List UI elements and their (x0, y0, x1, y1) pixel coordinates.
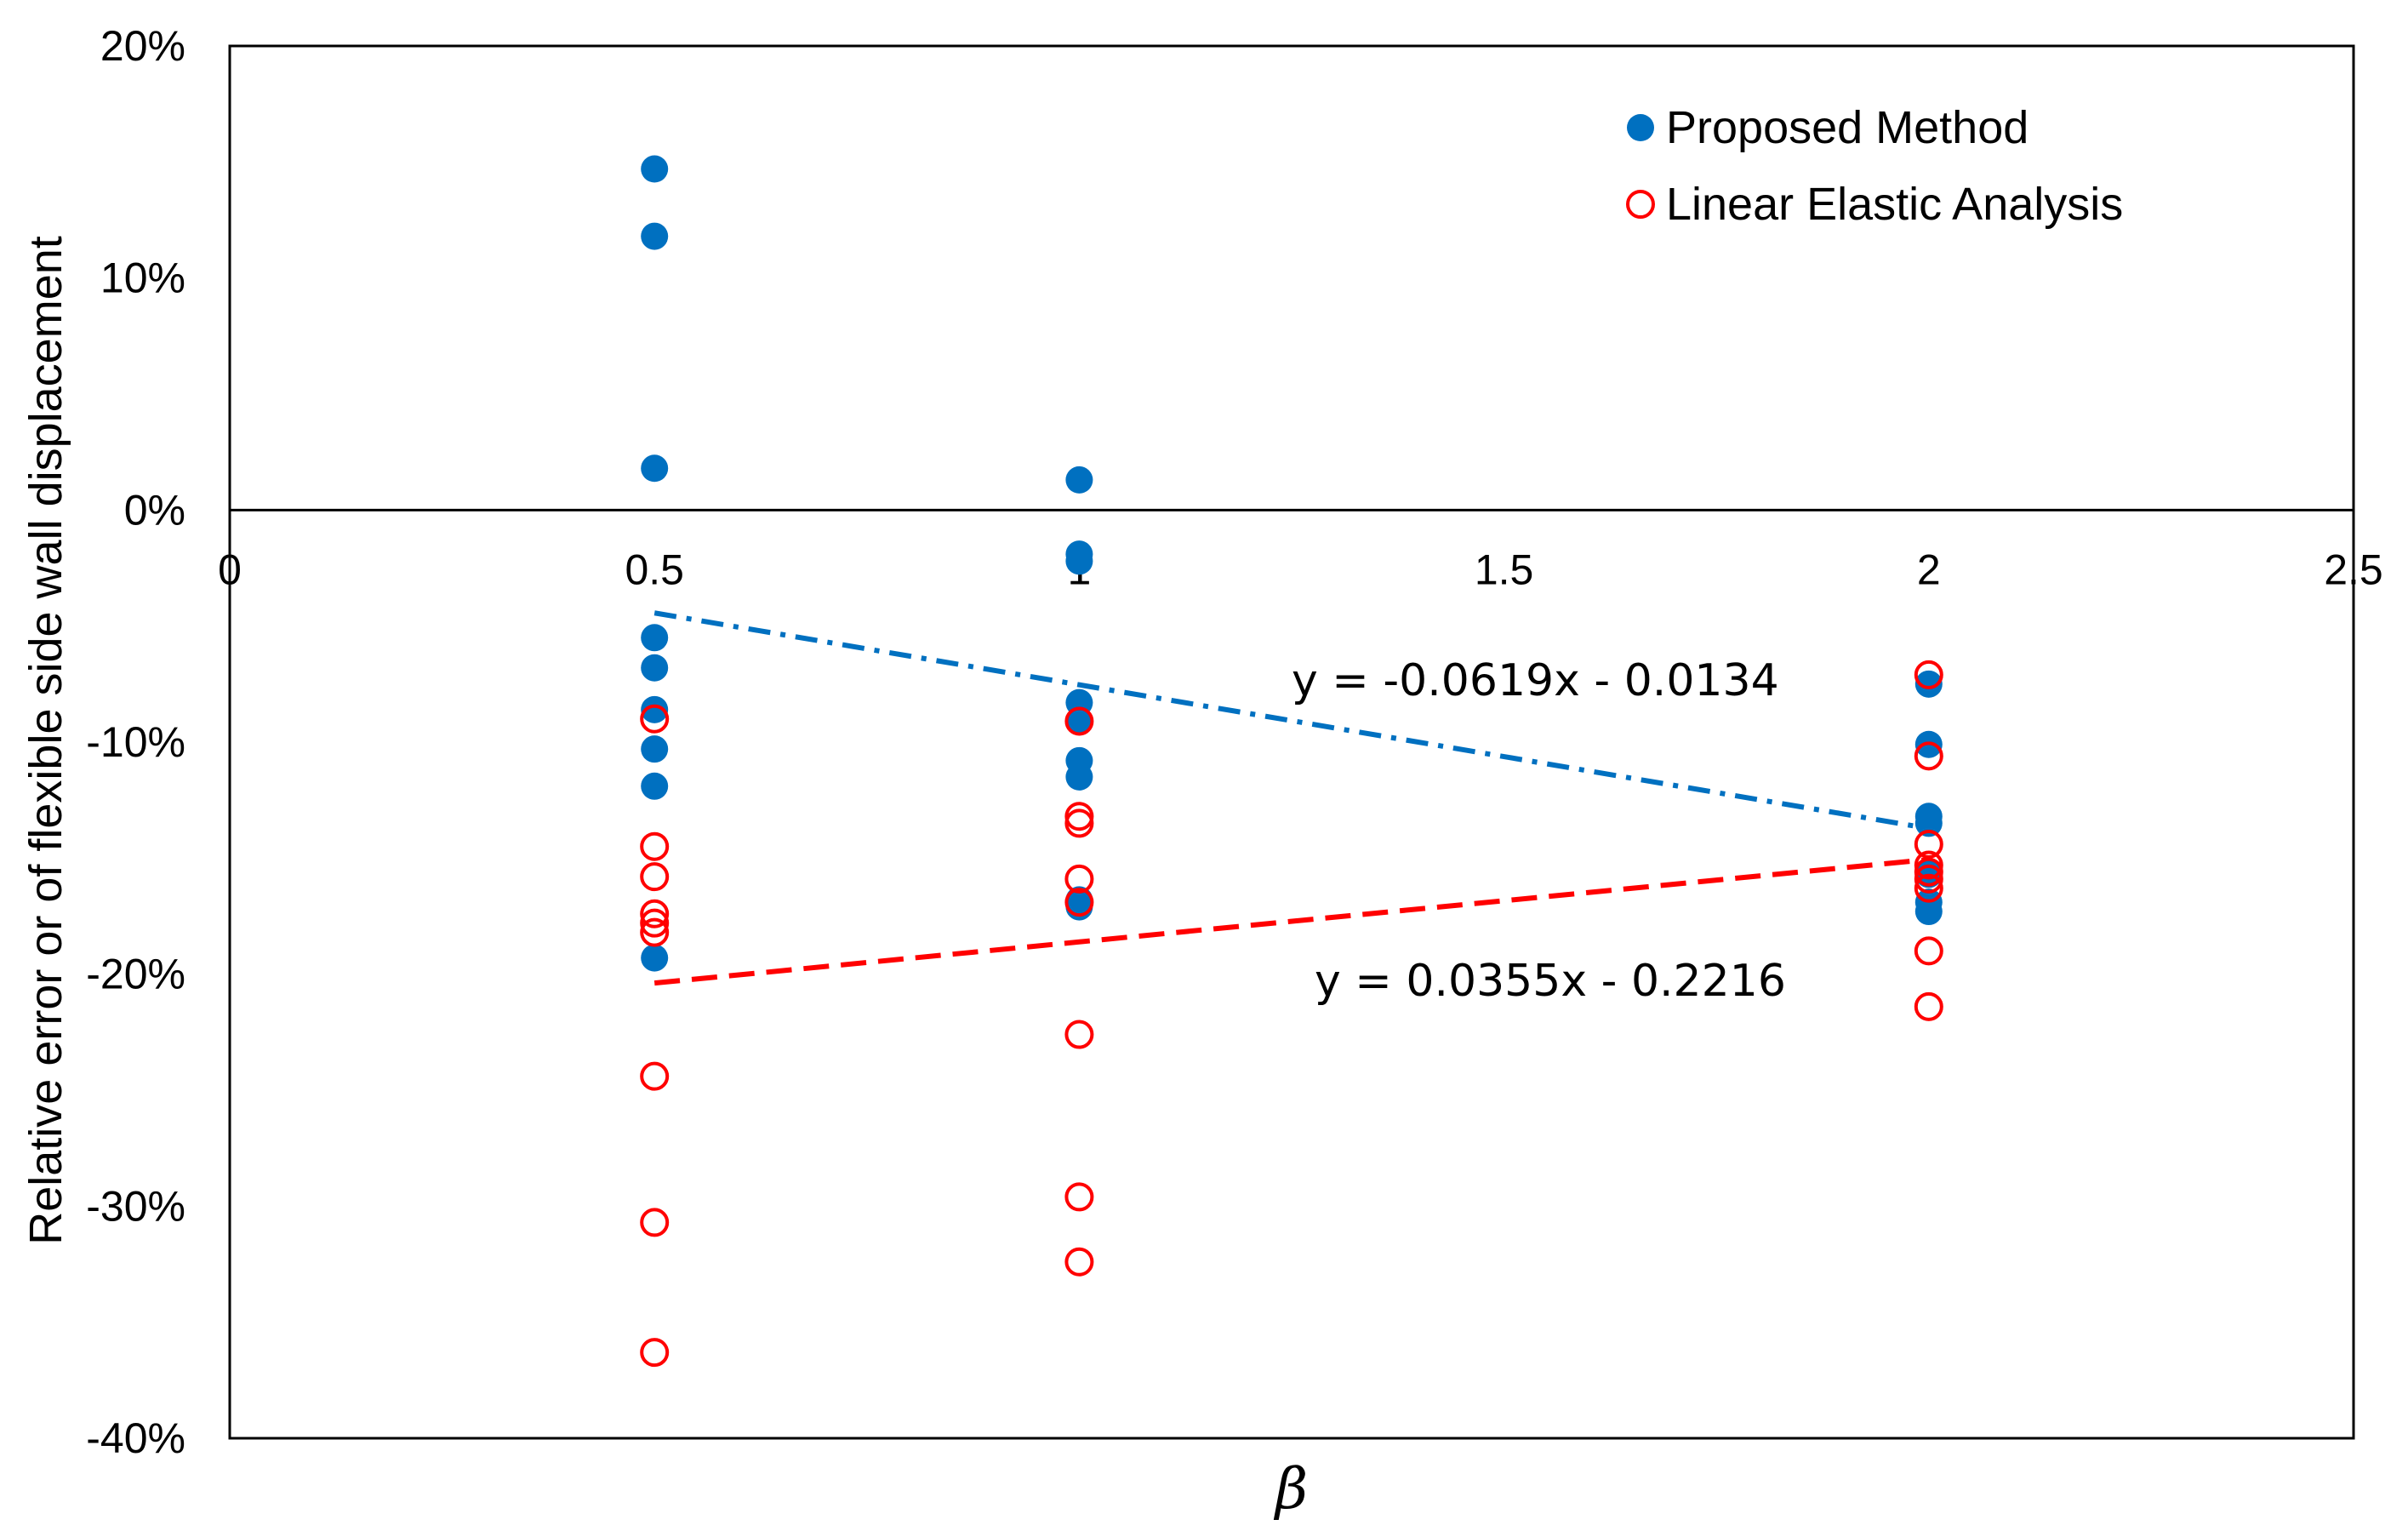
legend-marker-linear-elastic (1626, 190, 1655, 219)
x-axis-title: β (1273, 1456, 1308, 1522)
data-point-linear-elastic (640, 908, 670, 938)
data-point-linear-elastic (1914, 864, 1943, 894)
x-tick-label: 2.5 (2324, 546, 2383, 593)
data-point-proposed (1914, 898, 1943, 926)
data-point-linear-elastic (1064, 1247, 1094, 1277)
data-point-proposed (1065, 763, 1093, 791)
data-point-linear-elastic (640, 862, 670, 892)
y-tick-label: -20% (86, 951, 185, 998)
data-point-linear-elastic (1914, 936, 1943, 966)
x-tick-label: 0 (218, 546, 242, 593)
y-tick-label: 0% (124, 486, 185, 534)
data-point-proposed (641, 695, 669, 723)
trendline-equation-proposed: y = -0.0619x - 0.0134 (1292, 655, 1779, 706)
data-point-proposed (1065, 707, 1093, 735)
data-point-linear-elastic (1914, 857, 1943, 887)
data-point-linear-elastic (1064, 808, 1094, 838)
data-point-linear-elastic (1064, 864, 1094, 894)
data-point-linear-elastic (640, 917, 670, 947)
data-point-proposed (641, 222, 669, 250)
data-point-proposed (1914, 809, 1943, 837)
plot-frame (228, 44, 2355, 1440)
data-point-linear-elastic (1064, 888, 1094, 917)
x-tick-label: 2 (1917, 546, 1941, 593)
data-point-linear-elastic (1914, 741, 1943, 771)
y-tick-label: 20% (100, 22, 185, 70)
data-point-linear-elastic (640, 704, 670, 734)
x-tick-label: 1.5 (1475, 546, 1534, 593)
legend-label-linear-elastic: Linear Elastic Analysis (1666, 179, 2123, 230)
y-tick-label: -40% (86, 1414, 185, 1462)
data-point-linear-elastic (1914, 991, 1943, 1021)
data-point-proposed (641, 772, 669, 800)
data-point-linear-elastic (640, 831, 670, 861)
x-tick-label: 0.5 (625, 546, 684, 593)
data-point-linear-elastic (640, 1208, 670, 1237)
trendline-dashed (653, 856, 1930, 986)
x-tick-labels: 00.511.522.5 (218, 546, 2383, 593)
trendlines (653, 610, 1930, 986)
y-axis-title: Relative error or of flexible side wall … (20, 236, 71, 1245)
data-point-linear-elastic (1064, 1182, 1094, 1212)
y-tick-labels: 20% 10% 0% -10% -20% -30% -40% (86, 22, 185, 1462)
data-point-linear-elastic (640, 899, 670, 928)
data-point-linear-elastic (1064, 802, 1094, 831)
trendline-dash-dot (653, 610, 1930, 831)
data-point-proposed (641, 624, 669, 652)
data-point-linear-elastic (1064, 1020, 1094, 1049)
data-point-proposed (641, 155, 669, 183)
data-point-proposed (641, 944, 669, 972)
data-point-linear-elastic (640, 1338, 670, 1368)
data-point-linear-elastic (640, 1061, 670, 1091)
data-point-linear-elastic (1064, 706, 1094, 736)
data-point-proposed (641, 735, 669, 763)
data-point-proposed (641, 454, 669, 483)
legend: Proposed Method Linear Elastic Analysis (1626, 102, 2123, 230)
data-point-proposed (1065, 466, 1093, 494)
data-points (640, 155, 1943, 1368)
legend-label-proposed: Proposed Method (1666, 102, 2029, 153)
y-tick-label: -30% (86, 1182, 185, 1230)
data-point-linear-elastic (1914, 660, 1943, 689)
trendline-equation-linear-elastic: y = 0.0355x - 0.2216 (1315, 956, 1786, 1007)
data-point-linear-elastic (1914, 873, 1943, 903)
data-point-linear-elastic (1914, 829, 1943, 859)
data-point-linear-elastic (1914, 850, 1943, 880)
data-point-proposed (1914, 670, 1943, 698)
y-tick-label: -10% (86, 718, 185, 766)
legend-marker-proposed (1627, 114, 1654, 141)
data-point-proposed (641, 654, 669, 682)
y-tick-label: 10% (100, 254, 185, 302)
data-point-proposed (1065, 547, 1093, 575)
